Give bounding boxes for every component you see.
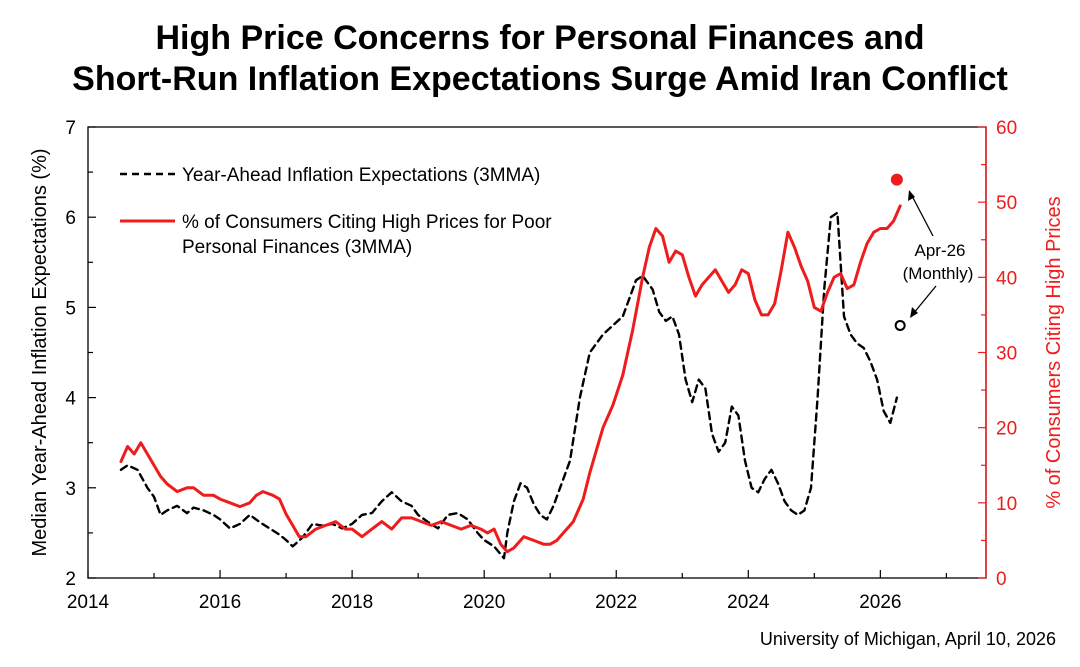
source-note: University of Michigan, April 10, 2026 <box>759 629 1056 649</box>
annotation-arrowhead-lower <box>910 307 918 318</box>
y-left-tick-label: 6 <box>65 208 76 229</box>
x-tick-label: 2024 <box>727 592 770 613</box>
x-tick-label: 2020 <box>463 592 505 613</box>
x-tick-label: 2016 <box>199 592 241 613</box>
annotation-arrowhead-upper <box>908 190 915 201</box>
annotation-arrow-lower <box>912 285 937 315</box>
monthly-point-expectations <box>894 319 906 331</box>
legend-label-high-prices-line-2: Personal Finances (3MMA) <box>182 237 412 258</box>
y-right-tick-label: 60 <box>996 118 1017 139</box>
chart-title-line-1: High Price Concerns for Personal Finance… <box>155 19 925 57</box>
x-tick-label: 2026 <box>859 592 901 613</box>
annotation: Apr-26 (Monthly) <box>903 190 974 318</box>
axes-layer: 2014 2016 2018 2020 2022 2024 2026 2 3 4 5 6 7 0 10 20 3… <box>29 118 1065 613</box>
annotation-label-line-2: (Monthly) <box>903 264 974 283</box>
y-right-tick-label: 40 <box>996 268 1017 289</box>
legend-label-expectations: Year-Ahead Inflation Expectations (3MMA) <box>182 165 540 186</box>
y-right-tick-label: 10 <box>996 494 1017 515</box>
y-left-tick-label: 3 <box>65 479 76 500</box>
legend-label-high-prices-line-1: % of Consumers Citing High Prices for Po… <box>182 212 552 233</box>
legend: Year-Ahead Inflation Expectations (3MMA)… <box>120 165 552 258</box>
y-left-tick-label: 2 <box>65 569 76 590</box>
series-line-expectations <box>119 211 899 560</box>
y-left-tick-label: 5 <box>65 298 76 319</box>
y-right-tick-label: 0 <box>996 569 1007 590</box>
y-right-tick-label: 30 <box>996 344 1017 365</box>
chart-title-line-2: Short-Run Inflation Expectations Surge A… <box>72 60 1008 98</box>
annotation-label-line-1: Apr-26 <box>914 241 965 260</box>
y-right-axis-title: % of Consumers Citing High Prices <box>1043 196 1065 508</box>
monthly-point-high-prices <box>890 173 903 186</box>
y-left-axis-title: Median Year-Ahead Inflation Expectations… <box>29 148 51 556</box>
series-layer <box>119 173 906 560</box>
y-left-tick-label: 4 <box>65 389 76 410</box>
chart-title: High Price Concerns for Personal Finance… <box>0 18 1080 100</box>
x-tick-label: 2018 <box>331 592 373 613</box>
y-left-tick-label: 7 <box>65 118 76 139</box>
x-tick-label: 2022 <box>595 592 637 613</box>
x-tick-label: 2014 <box>67 592 110 613</box>
y-right-tick-label: 50 <box>996 193 1017 214</box>
annotation-arrow-upper <box>910 193 934 237</box>
series-line-high-prices <box>119 204 902 554</box>
y-right-tick-label: 20 <box>996 419 1017 440</box>
